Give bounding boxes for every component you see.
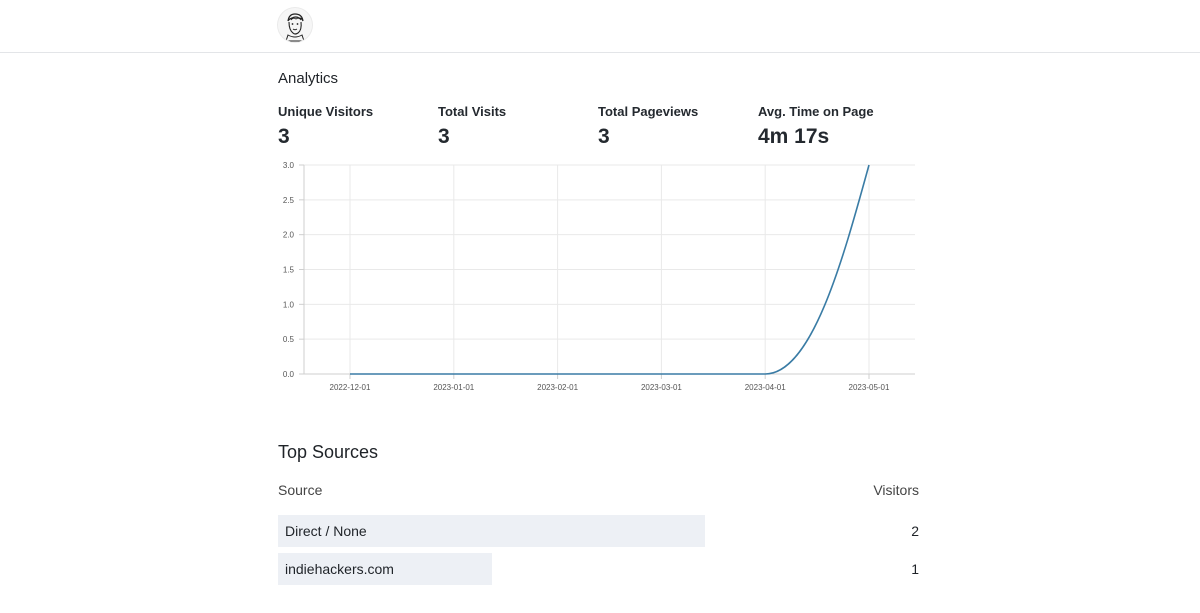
column-header-visitors: Visitors [873,482,919,498]
x-tick-label: 2023-02-01 [537,383,578,392]
x-tick-label: 2023-04-01 [745,383,786,392]
source-count: 1 [911,561,919,577]
source-bar [278,515,705,547]
source-name: indiehackers.com [285,561,394,577]
source-row[interactable]: indiehackers.com 1 [278,553,919,585]
source-count: 2 [911,523,919,539]
stat-unique-visitors: Unique Visitors 3 [278,104,438,149]
stat-total-pageviews: Total Pageviews 3 [598,104,758,149]
y-tick-label: 1.0 [283,300,295,309]
source-row[interactable]: Direct / None 2 [278,515,919,547]
stat-value: 4m 17s [758,125,830,148]
series-line-visitors [350,164,870,375]
visitors-line-chart: 0.0 0.5 1.0 1.5 2.0 2.5 3.0 2022-12-01 2023-01-0… [283,161,915,392]
stat-avg-time: Avg. Time on Page 4m 17s [758,104,918,149]
x-tick-label: 2023-03-01 [641,383,682,392]
avatar[interactable] [278,8,312,42]
y-tick-label: 1.5 [283,266,295,275]
stat-value: 3 [278,125,290,148]
x-tick-label: 2023-05-01 [849,383,890,392]
top-sources-title: Top Sources [278,442,379,462]
stat-total-visits: Total Visits 3 [438,104,598,149]
source-name: Direct / None [285,523,367,539]
stat-label: Avg. Time on Page [758,104,874,119]
y-tick-label: 3.0 [283,161,295,170]
top-bar [0,0,1200,53]
x-tick-label: 2022-12-01 [330,383,371,392]
analytics-title: Analytics [278,70,339,87]
x-tick-label: 2023-01-01 [433,383,474,392]
y-tick-label: 2.5 [283,196,295,205]
sketch-portrait-avatar-icon [278,8,312,42]
source-bar [278,553,492,585]
stat-label: Unique Visitors [278,104,374,119]
y-tick-label: 0.0 [283,370,295,379]
y-tick-label: 0.5 [283,335,295,344]
y-tick-label: 2.0 [283,231,295,240]
stat-label: Total Visits [438,104,507,119]
stat-label: Total Pageviews [598,104,699,119]
stat-value: 3 [438,125,450,148]
stat-value: 3 [598,125,610,148]
column-header-source: Source [278,482,323,498]
